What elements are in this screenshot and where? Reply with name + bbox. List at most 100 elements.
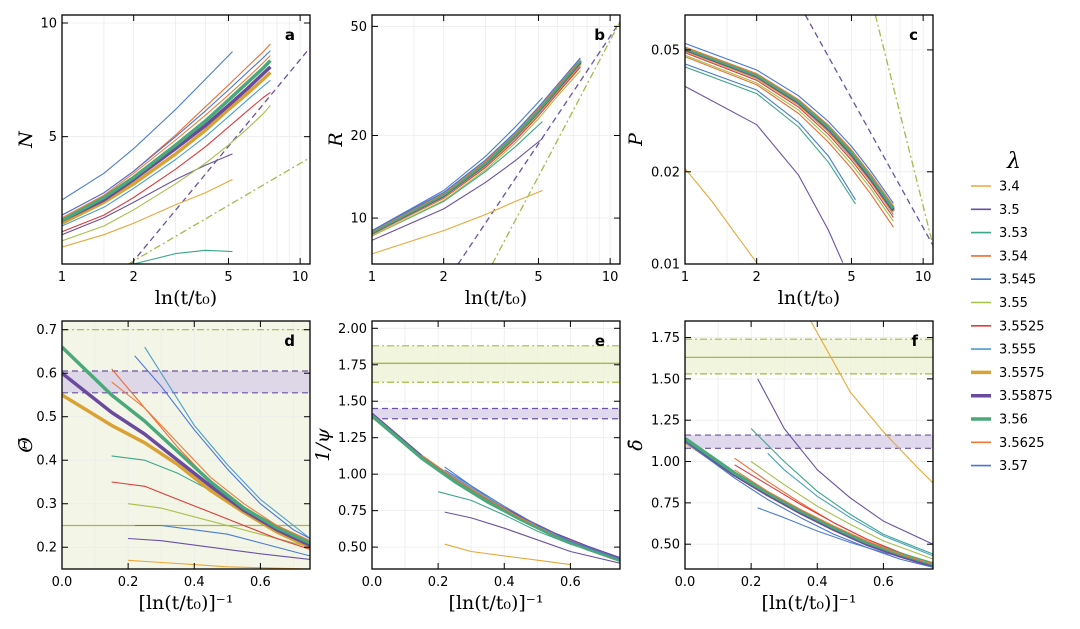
x-tick-label: 0.0 [52, 575, 73, 590]
series-line-3_55875 [685, 47, 895, 212]
legend-item: 3.53 [971, 226, 1028, 241]
y-tick-label: 0.05 [651, 43, 680, 58]
x-tick-label: 1 [368, 270, 376, 285]
panel-e: 0.0 0.2 0.4 0.6 0.50 0.75 1.00 1.25 1.50 1.75 2.00… [312, 320, 621, 614]
purple-reference-line [804, 15, 933, 246]
x-tick-label: 0.4 [184, 575, 205, 590]
series-line-3_5 [62, 153, 233, 236]
legend-label: 3.5575 [999, 366, 1045, 381]
y-tick-label: 1.75 [651, 331, 680, 346]
legend-label: 3.5525 [999, 319, 1045, 334]
x-tick-label: 1 [681, 270, 689, 285]
x-axis-label: ln(t/t₀) [778, 287, 840, 309]
series-line-3_4 [444, 543, 571, 566]
legend-item: 3.5625 [971, 436, 1045, 451]
y-tick-label: 1.50 [338, 395, 367, 410]
axes-frame [61, 14, 311, 265]
plot-area-c [685, 15, 933, 264]
y-tick-label: 1.00 [338, 468, 367, 483]
legend-item: 3.55 [971, 296, 1028, 311]
olive-reference-line [128, 157, 310, 264]
y-tick-label: 1.25 [338, 431, 367, 446]
panel-c: 1 2 5 10 0.01 0.02 0.05 ln(t/t₀) Pc [625, 14, 934, 309]
series-line-3_54 [372, 65, 581, 236]
shaded-region [62, 321, 310, 569]
series-line-3_545 [62, 51, 233, 201]
olive-reference-line [874, 15, 933, 246]
series-line-3_56 [372, 59, 582, 234]
series-line-3_5525 [111, 481, 310, 550]
y-axis-label: N [15, 130, 37, 149]
axes-frame [371, 320, 621, 570]
series-line-3_55875 [372, 413, 620, 561]
panel-label: c [909, 26, 918, 44]
series-line-3_55 [128, 503, 310, 548]
series-line-3_5525 [372, 66, 581, 236]
series-line-3_56 [62, 59, 272, 222]
panel-f: 0.0 0.2 0.4 0.6 0.50 0.75 1.00 1.25 1.50 1.75 [ln(… [625, 320, 934, 614]
x-axis-label: ln(t/t₀) [465, 287, 527, 309]
panel-label: d [284, 332, 295, 350]
y-tick-label: 0.6 [36, 367, 57, 382]
series-line-3_555 [372, 64, 581, 235]
legend-label: 3.55 [999, 296, 1028, 311]
y-tick-label: 0.75 [338, 504, 367, 519]
series-line-3_5 [685, 85, 844, 263]
series-line-3_5 [444, 511, 620, 564]
series-line-3_4 [62, 179, 233, 248]
panel-label: a [285, 26, 295, 44]
x-axis-label: ln(t/t₀) [155, 287, 217, 309]
plot-area-d [62, 321, 310, 569]
series-line-3_545 [372, 97, 543, 232]
olive-reference-line [491, 21, 620, 264]
series-line-3_5625 [111, 381, 310, 542]
legend: λ 3.4 3.5 3.53 3.54 3.545 3.55 3.5525 3.555 3.55… [971, 149, 1053, 474]
series-line-3_5 [128, 537, 310, 560]
panel-label: f [911, 332, 918, 350]
y-axis-label: 1/ψ [312, 427, 334, 461]
y-axis-label: δ̄ [625, 439, 647, 450]
legend-item: 3.57 [971, 459, 1028, 474]
series-line-3_5625 [62, 55, 271, 219]
panel-d: 0.0 0.2 0.4 0.6 0.2 0.3 0.4 0.5 0.6 0.7 [ln(t/t₀)]… [15, 320, 311, 614]
legend-item: 3.5575 [971, 366, 1045, 381]
y-tick-label: 0.02 [651, 165, 680, 180]
legend-item: 3.4 [971, 180, 1020, 195]
legend-item: 3.56 [971, 413, 1028, 428]
series-line-3_55 [372, 70, 581, 237]
series-line-3_57 [444, 469, 620, 560]
y-axis-label: P [625, 132, 647, 147]
purple-band [62, 371, 310, 393]
x-tick-label: 0.0 [675, 575, 696, 590]
series-line-3_54 [685, 56, 894, 228]
series-line-3_57 [372, 57, 581, 232]
axes-frame [371, 14, 621, 265]
y-tick-label: 0.50 [651, 538, 680, 553]
y-tick-label: 0.7 [36, 323, 57, 338]
purple-band [685, 435, 933, 449]
legend-item: 3.54 [971, 249, 1028, 264]
x-tick-label: 5 [534, 270, 542, 285]
x-tick-label: 2 [440, 270, 448, 285]
series-line-3_5 [757, 378, 933, 545]
legend-label: 3.57 [999, 459, 1028, 474]
series-line-3_5625 [421, 454, 620, 560]
x-tick-label: 0.6 [250, 575, 271, 590]
x-tick-label: 0.4 [807, 575, 828, 590]
legend-label: 3.56 [999, 413, 1028, 428]
y-tick-label: 1.25 [651, 414, 680, 429]
series-line-3_53 [372, 121, 543, 237]
series-line-3_5625 [685, 46, 894, 207]
series-line-3_55 [685, 54, 894, 222]
series-line-3_57 [685, 42, 894, 204]
series-line-3_4 [685, 168, 758, 264]
plot-area-e [372, 321, 620, 569]
y-tick-label: 0.4 [36, 454, 57, 469]
series-line-3_5575 [62, 71, 272, 225]
series-line-3_53 [685, 66, 856, 205]
x-tick-label: 10 [292, 270, 309, 285]
y-tick-label: 0.01 [651, 258, 680, 273]
series-line-3_55875 [62, 371, 310, 547]
purple-band [372, 408, 620, 419]
